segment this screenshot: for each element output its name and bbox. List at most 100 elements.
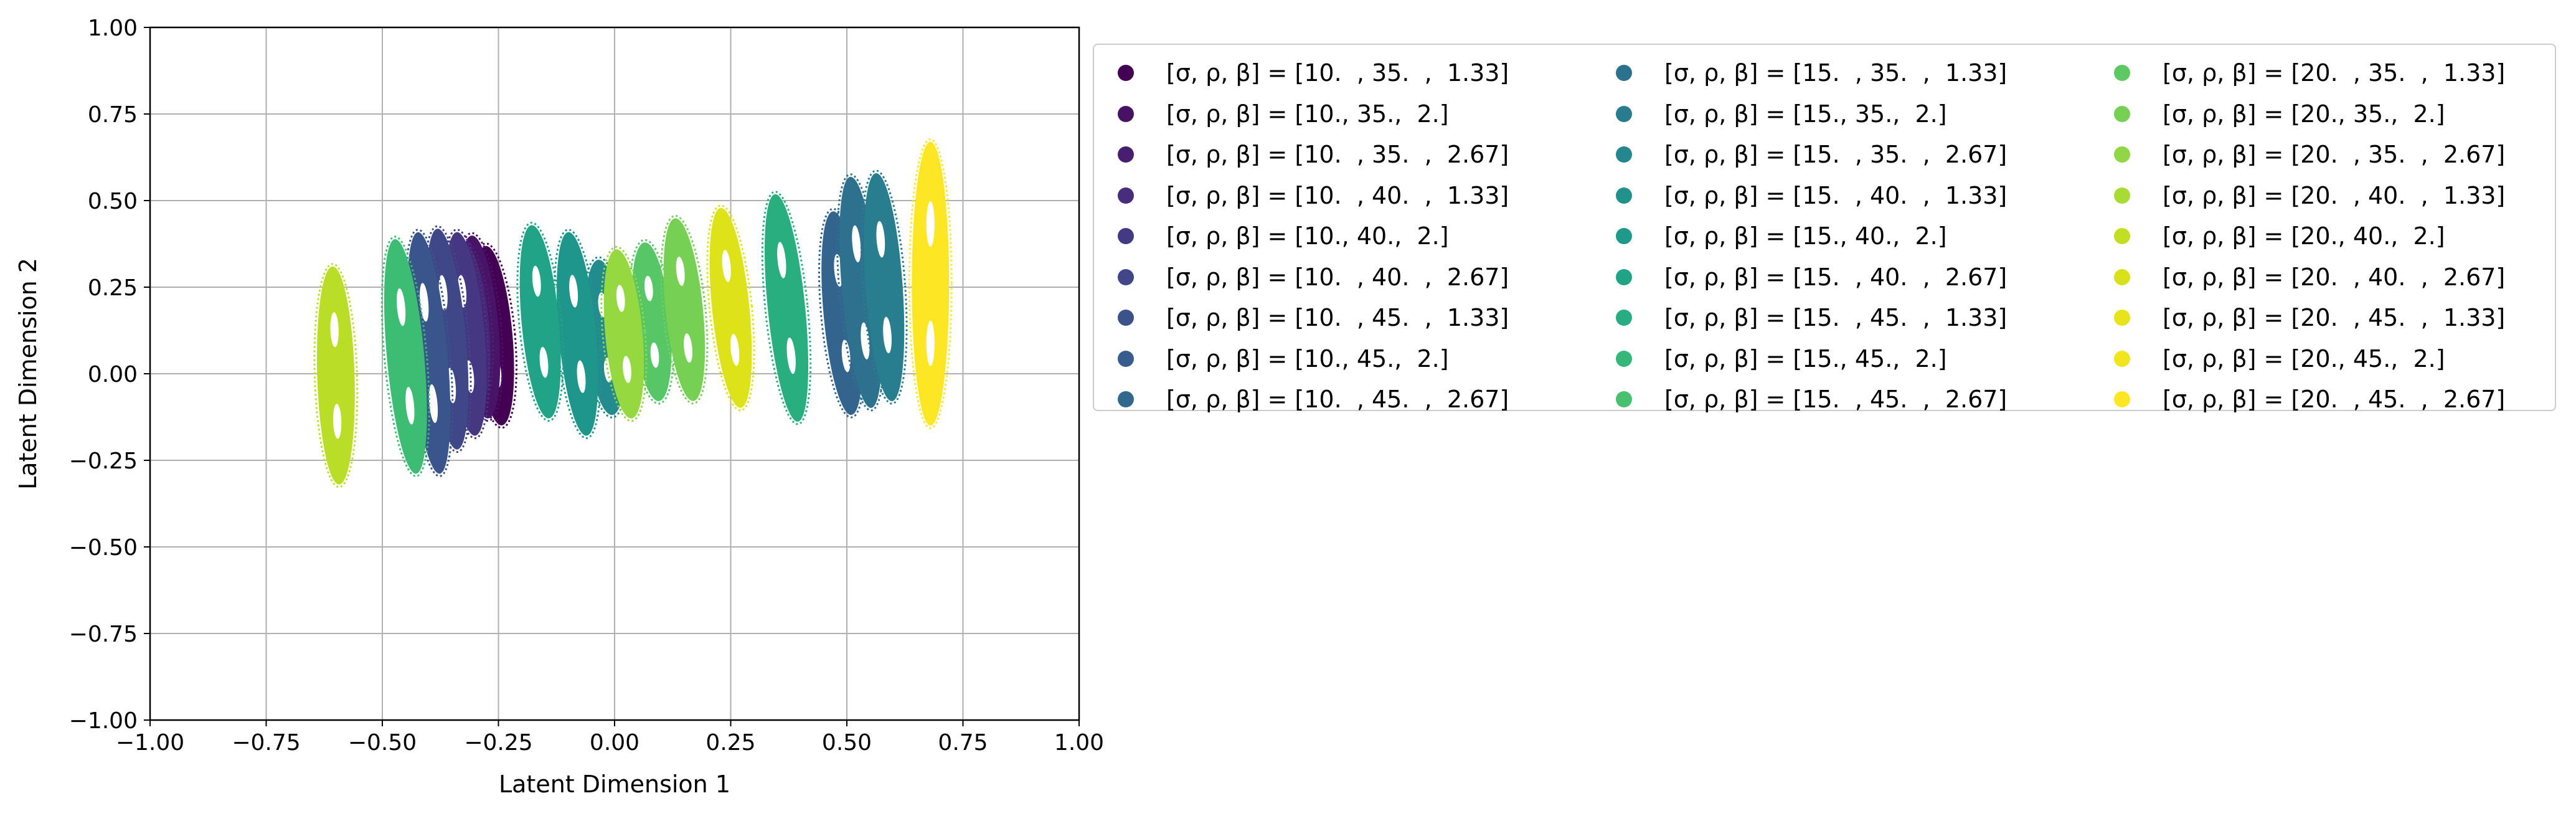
legend-label: [σ, ρ, β] = [20. , 45. , 1.33]	[2163, 304, 2506, 331]
legend-marker	[1616, 268, 1632, 285]
data-clusters	[313, 138, 953, 488]
y-axis-label: Latent Dimension 2	[14, 258, 42, 490]
legend-marker	[2114, 65, 2130, 81]
legend-marker	[2114, 310, 2130, 326]
cluster-lobe-hole	[852, 225, 861, 263]
legend-label: [σ, ρ, β] = [15. , 35. , 1.33]	[1664, 59, 2007, 87]
cluster-lobe-hole	[926, 201, 935, 247]
axis-ticks: −1.00 −0.75 −0.50 −0.25 0.00 0.25 0.50 0.75 1.00…	[69, 16, 1104, 756]
legend-marker	[2114, 105, 2130, 122]
legend-label: [σ, ρ, β] = [15. , 35. , 2.67]	[1664, 141, 2007, 168]
cluster-lobe-hole	[730, 334, 740, 366]
scatter-cluster	[313, 263, 359, 488]
cluster-rim	[908, 138, 953, 429]
cluster-lobe-hole	[777, 242, 786, 278]
legend-label: [σ, ρ, β] = [20. , 40. , 2.67]	[2163, 263, 2506, 291]
legend-item: [σ, ρ, β] = [15. , 45. , 1.33]	[1592, 297, 2007, 338]
legend-marker	[1616, 187, 1632, 204]
cluster-lobe-hole	[420, 283, 429, 322]
legend-label: [σ, ρ, β] = [20. , 40. , 1.33]	[2163, 181, 2506, 209]
cluster-lobe-hole	[539, 346, 549, 378]
legend-marker	[1118, 228, 1134, 244]
legend-item: [σ, ρ, β] = [15. , 40. , 1.33]	[1592, 175, 2007, 216]
cluster-body	[384, 239, 427, 474]
cluster-body	[709, 207, 752, 408]
legend-item: [σ, ρ, β] = [20., 35., 2.]	[2090, 93, 2445, 135]
legend-marker	[1616, 228, 1632, 244]
legend-label: [σ, ρ, β] = [20. , 35. , 1.33]	[2163, 59, 2506, 87]
legend-marker	[2114, 187, 2130, 204]
cluster-lobe-hole	[684, 333, 693, 363]
scatter-cluster	[761, 191, 812, 425]
legend-marker	[1616, 105, 1632, 122]
cluster-lobe-hole	[876, 221, 885, 258]
legend-item: [σ, ρ, β] = [15. , 35. , 1.33]	[1592, 52, 2007, 93]
x-tick-label: 0.50	[822, 730, 872, 756]
cluster-rim	[516, 222, 564, 422]
legend: [σ, ρ, β] = [10. , 35. , 1.33] [σ, ρ, β] …	[1093, 44, 2556, 413]
legend-label: [σ, ρ, β] = [10. , 35. , 1.33]	[1166, 59, 1509, 87]
legend-item: [σ, ρ, β] = [20. , 40. , 2.67]	[2090, 257, 2505, 298]
legend-item: [σ, ρ, β] = [20., 40., 2.]	[2090, 216, 2445, 257]
cluster-rim	[706, 204, 755, 412]
legend-label: [σ, ρ, β] = [10. , 35. , 2.67]	[1166, 141, 1509, 168]
legend-label: [σ, ρ, β] = [15. , 40. , 2.67]	[1664, 263, 2007, 291]
cluster-body	[764, 194, 809, 422]
legend-item: [σ, ρ, β] = [20., 45., 2.]	[2090, 338, 2445, 379]
legend-item: [σ, ρ, β] = [10., 35., 2.]	[1094, 93, 1449, 135]
legend-item: [σ, ρ, β] = [15. , 35. , 2.67]	[1592, 134, 2007, 175]
x-axis-label: Latent Dimension 1	[499, 771, 730, 798]
scatter-cluster	[380, 235, 430, 477]
legend-item: [σ, ρ, β] = [10. , 40. , 2.67]	[1094, 257, 1509, 298]
legend-marker	[1118, 187, 1134, 204]
x-tick-label: −0.75	[232, 730, 300, 756]
cluster-rim	[860, 169, 908, 405]
legend-marker	[1118, 105, 1134, 122]
cluster-lobe-hole	[532, 265, 541, 297]
cluster-lobe-hole	[405, 387, 415, 425]
legend-marker	[2114, 268, 2130, 285]
legend-label: [σ, ρ, β] = [10. , 45. , 1.33]	[1166, 304, 1509, 331]
x-tick-label: 0.75	[938, 730, 988, 756]
cluster-lobe-hole	[676, 257, 685, 287]
legend-item: [σ, ρ, β] = [20. , 40. , 1.33]	[2090, 175, 2505, 216]
y-tick-label: 1.00	[88, 16, 138, 41]
legend-item: [σ, ρ, β] = [10. , 35. , 2.67]	[1094, 134, 1509, 175]
cluster-lobe-hole	[722, 250, 731, 282]
legend-label: [σ, ρ, β] = [20. , 35. , 2.67]	[2163, 141, 2506, 168]
legend-label: [σ, ρ, β] = [10., 35., 2.]	[1166, 100, 1449, 128]
y-tick-label: 0.25	[88, 275, 138, 301]
cluster-lobe-hole	[616, 285, 625, 312]
legend-marker	[1118, 310, 1134, 326]
y-tick-label: 0.50	[88, 189, 138, 214]
legend-item: [σ, ρ, β] = [20. , 35. , 2.67]	[2090, 134, 2505, 175]
cluster-rim	[313, 263, 359, 488]
legend-label: [σ, ρ, β] = [15. , 40. , 1.33]	[1664, 181, 2007, 209]
cluster-rim	[660, 215, 709, 405]
x-tick-label: 0.25	[705, 730, 755, 756]
cluster-lobe-hole	[650, 342, 659, 368]
x-tick-label: 0.00	[590, 730, 639, 756]
cluster-lobe-hole	[428, 384, 438, 424]
legend-label: [σ, ρ, β] = [10. , 40. , 2.67]	[1166, 263, 1509, 291]
y-tick-label: −0.50	[69, 535, 138, 561]
legend-label: [σ, ρ, β] = [15., 45., 2.]	[1664, 344, 1947, 372]
legend-item: [σ, ρ, β] = [10. , 40. , 1.33]	[1094, 175, 1509, 216]
cluster-body	[557, 232, 598, 436]
legend-marker	[1616, 65, 1632, 81]
legend-marker	[2114, 391, 2130, 407]
y-tick-label: −1.00	[69, 708, 138, 734]
legend-item: [σ, ρ, β] = [10., 40., 2.]	[1094, 216, 1449, 257]
cluster-lobe-hole	[786, 337, 796, 374]
cluster-body	[864, 173, 905, 402]
legend-label: [σ, ρ, β] = [20., 40., 2.]	[2163, 222, 2445, 250]
legend-label: [σ, ρ, β] = [10., 45., 2.]	[1166, 344, 1449, 372]
legend-label: [σ, ρ, β] = [15., 35., 2.]	[1664, 100, 1947, 128]
x-tick-label: 1.00	[1054, 730, 1104, 756]
cluster-body	[663, 218, 705, 401]
cluster-rim	[761, 191, 812, 425]
legend-marker	[2114, 228, 2130, 244]
cluster-rim	[456, 232, 504, 422]
cluster-body	[912, 141, 950, 426]
